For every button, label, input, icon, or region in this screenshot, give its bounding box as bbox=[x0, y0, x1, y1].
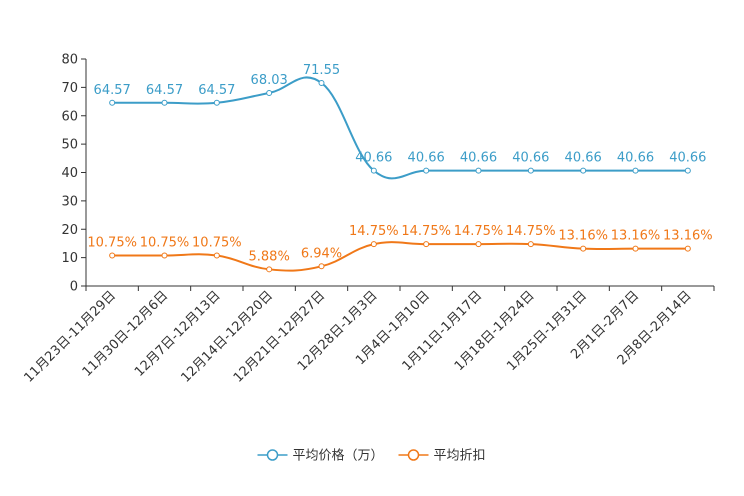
data-label: 14.75% bbox=[401, 224, 451, 239]
data-point[interactable] bbox=[109, 252, 116, 259]
y-tick-label: 30 bbox=[61, 194, 78, 209]
data-label: 13.16% bbox=[611, 229, 661, 244]
legend-item-1[interactable]: 平均价格（万） bbox=[257, 448, 384, 464]
y-tick-label: 80 bbox=[61, 53, 78, 68]
data-point[interactable] bbox=[370, 167, 377, 174]
data-point[interactable] bbox=[632, 245, 639, 252]
x-tick-label: 11月23日-11月29日 bbox=[22, 288, 119, 385]
y-tick-label: 20 bbox=[61, 223, 78, 238]
data-point[interactable] bbox=[213, 99, 220, 106]
data-point[interactable] bbox=[213, 252, 220, 259]
data-label: 40.66 bbox=[460, 151, 497, 166]
data-label: 10.75% bbox=[87, 235, 137, 250]
series-1: 64.57 64.57 64.57 68.03 71.55 40.66 40.66 40.66… bbox=[94, 63, 706, 180]
data-label: 40.66 bbox=[355, 151, 392, 166]
data-label: 64.57 bbox=[146, 83, 183, 98]
legend-swatch-marker bbox=[407, 449, 420, 461]
data-point[interactable] bbox=[266, 266, 273, 273]
y-tick-label: 50 bbox=[61, 138, 78, 153]
legend-item-2[interactable]: 平均折扣 bbox=[398, 449, 486, 464]
data-point[interactable] bbox=[527, 167, 534, 174]
data-point[interactable] bbox=[527, 241, 534, 248]
data-label: 13.16% bbox=[663, 229, 713, 244]
y-tick-label: 40 bbox=[61, 166, 78, 181]
y-tick-label: 10 bbox=[61, 251, 78, 266]
legend-label: 平均折扣 bbox=[434, 449, 486, 464]
x-tick-label: 12月21日-12月27日 bbox=[231, 288, 328, 385]
legend-swatch-marker bbox=[266, 449, 279, 461]
data-label: 64.57 bbox=[94, 83, 131, 98]
data-point[interactable] bbox=[684, 167, 691, 174]
series-layer: 64.57 64.57 64.57 68.03 71.55 40.66 40.66 40.66… bbox=[87, 63, 713, 273]
x-tick-label: 12月14日-12月20日 bbox=[179, 288, 276, 385]
data-point[interactable] bbox=[161, 99, 168, 106]
data-point[interactable] bbox=[580, 167, 587, 174]
y-tick-label: 60 bbox=[61, 109, 78, 124]
data-label: 5.88% bbox=[249, 249, 290, 264]
data-point[interactable] bbox=[318, 79, 325, 86]
data-label: 40.66 bbox=[669, 151, 706, 166]
data-point[interactable] bbox=[161, 252, 168, 259]
data-label: 64.57 bbox=[198, 83, 235, 98]
data-label: 14.75% bbox=[506, 224, 556, 239]
data-label: 14.75% bbox=[349, 224, 399, 239]
data-label: 13.16% bbox=[558, 229, 608, 244]
data-label: 68.03 bbox=[251, 73, 288, 88]
data-label: 14.75% bbox=[454, 224, 504, 239]
data-point[interactable] bbox=[423, 241, 430, 248]
data-point[interactable] bbox=[109, 99, 116, 106]
data-label: 40.66 bbox=[512, 151, 549, 166]
series-2: 10.75% 10.75% 10.75%5.88% 6.94%14.75% 14.75%… bbox=[87, 224, 713, 273]
data-point[interactable] bbox=[632, 167, 639, 174]
data-point[interactable] bbox=[318, 263, 325, 270]
data-label: 10.75% bbox=[192, 235, 242, 250]
legend: 平均价格（万） 平均折扣 bbox=[257, 448, 486, 464]
data-label: 40.66 bbox=[565, 151, 602, 166]
data-label: 40.66 bbox=[617, 151, 654, 166]
data-label: 71.55 bbox=[303, 63, 340, 78]
data-point[interactable] bbox=[370, 241, 377, 248]
legend-label: 平均价格（万） bbox=[293, 448, 384, 464]
data-point[interactable] bbox=[475, 241, 482, 248]
data-point[interactable] bbox=[423, 167, 430, 174]
data-label: 40.66 bbox=[408, 151, 445, 166]
series-line bbox=[112, 241, 688, 272]
data-point[interactable] bbox=[266, 89, 273, 96]
y-tick-label: 70 bbox=[61, 81, 78, 96]
data-point[interactable] bbox=[684, 245, 691, 252]
data-label: 6.94% bbox=[301, 246, 342, 261]
data-point[interactable] bbox=[475, 167, 482, 174]
data-label: 10.75% bbox=[140, 235, 190, 250]
y-tick-label: 0 bbox=[70, 280, 78, 295]
data-point[interactable] bbox=[580, 245, 587, 252]
